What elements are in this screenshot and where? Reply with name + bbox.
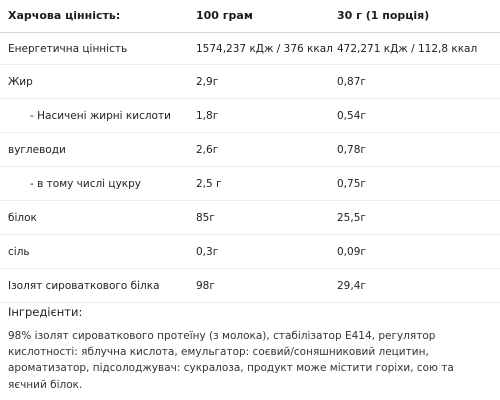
table-row-carbohydrates: вуглеводи 2,6г 0,78г <box>0 133 500 167</box>
table-row-sugars: - в тому числі цукру 2,5 г 0,75г <box>0 167 500 201</box>
row-label: - Насичені жирні кислоти <box>30 109 171 122</box>
table-row-energy: Енергетична цінність 1574,237 кДж / 376 … <box>0 33 500 65</box>
row-value-per-serving: 0,78г <box>337 143 366 156</box>
row-value-per-serving: 0,87г <box>337 75 366 88</box>
row-value-per-serving: 472,271 кДж / 112,8 ккал <box>337 42 478 55</box>
row-label: білок <box>8 211 37 224</box>
header-nutrition-value: Харчова цінність: <box>8 9 121 22</box>
ingredients-title: Інгредієнти: <box>8 305 83 319</box>
row-label: Ізолят сироваткового білка <box>8 279 160 292</box>
ingredients-text: 98% ізолят сироваткового протеїну (з мол… <box>8 330 454 391</box>
row-label: Жир <box>8 75 33 88</box>
row-value-per-serving: 29,4г <box>337 279 366 292</box>
row-value-per-100g: 2,5 г <box>196 177 222 190</box>
row-value-per-serving: 0,54г <box>337 109 366 122</box>
table-header-row: Харчова цінність: 100 грам 30 г (1 порці… <box>0 0 500 33</box>
ingredients-section: Інгредієнти: 98% ізолят сироваткового пр… <box>8 305 488 393</box>
row-value-per-100g: 2,6г <box>196 143 219 156</box>
table-row-saturated-fat: - Насичені жирні кислоти 1,8г 0,54г <box>0 99 500 133</box>
row-value-per-serving: 0,09г <box>337 245 366 258</box>
header-per-100g: 100 грам <box>196 9 253 22</box>
row-value-per-100g: 1,8г <box>196 109 219 122</box>
table-row-whey-isolate: Ізолят сироваткового білка 98г 29,4г <box>0 269 500 303</box>
row-value-per-serving: 25,5г <box>337 211 366 224</box>
row-label: - в тому числі цукру <box>30 177 142 190</box>
table-row-protein: білок 85г 25,5г <box>0 201 500 235</box>
nutrition-table: Харчова цінність: 100 грам 30 г (1 порці… <box>0 0 500 303</box>
header-per-serving: 30 г (1 порція) <box>337 9 430 22</box>
row-value-per-100g: 1574,237 кДж / 376 ккал <box>196 42 333 55</box>
row-label: Енергетична цінність <box>8 42 128 55</box>
table-row-fat: Жир 2,9г 0,87г <box>0 65 500 99</box>
row-value-per-100g: 0,3г <box>196 245 219 258</box>
row-value-per-100g: 2,9г <box>196 75 219 88</box>
row-value-per-serving: 0,75г <box>337 177 366 190</box>
row-label: вуглеводи <box>8 143 66 156</box>
table-row-salt: сіль 0,3г 0,09г <box>0 235 500 269</box>
row-label: сіль <box>8 245 30 258</box>
row-value-per-100g: 98г <box>196 279 215 292</box>
row-value-per-100g: 85г <box>196 211 215 224</box>
